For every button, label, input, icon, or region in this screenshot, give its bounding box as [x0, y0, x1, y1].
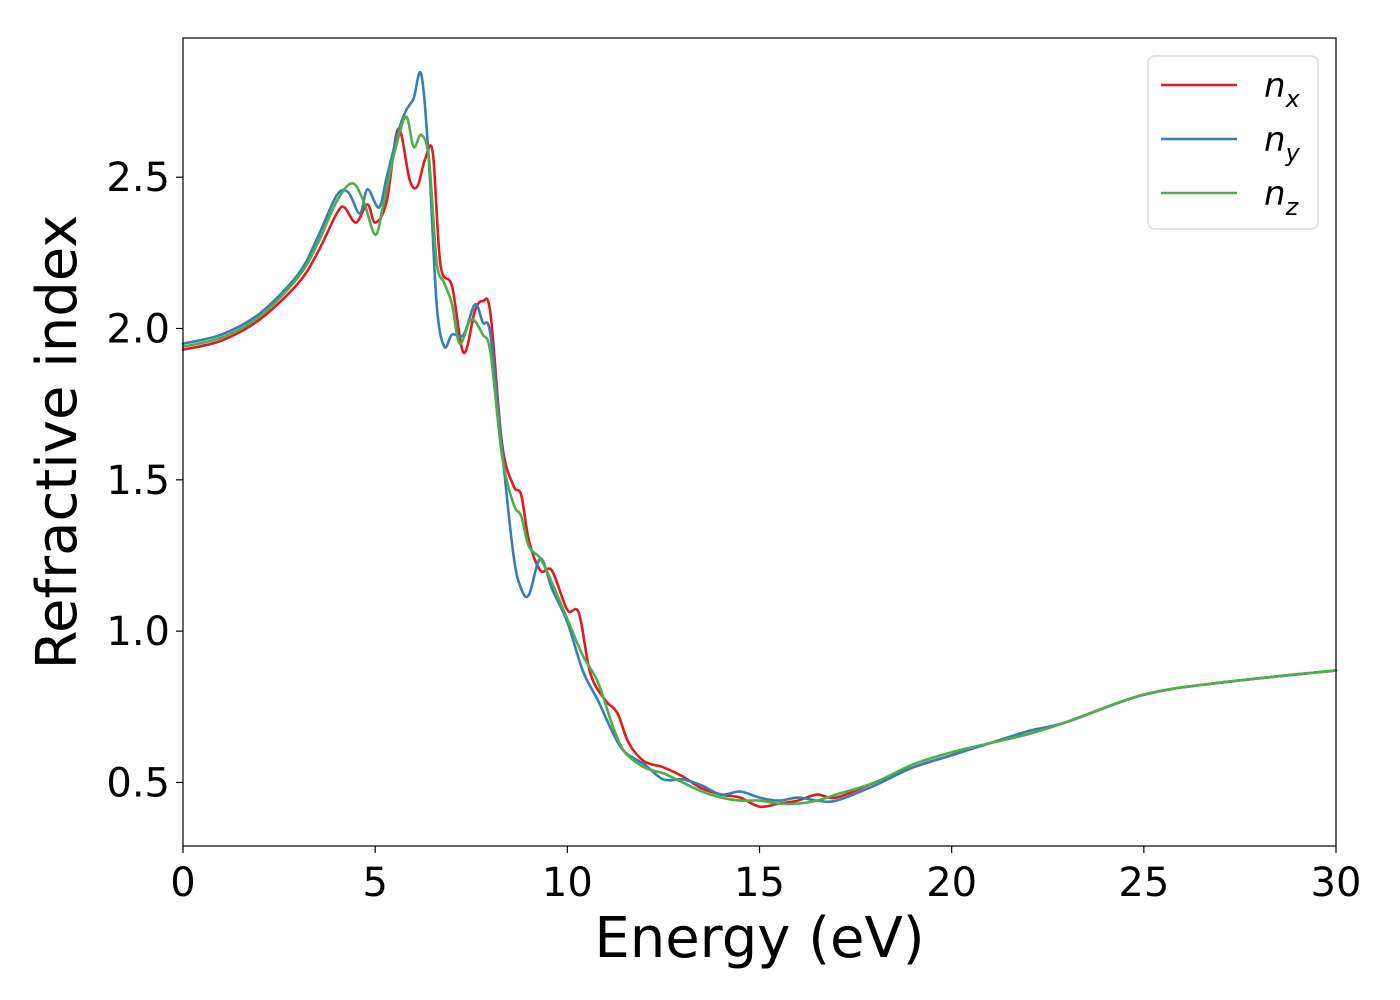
- y-tick-label: 0.5: [106, 760, 170, 806]
- y-axis: 0.5 1.0 1.5 2.0 2.5: [106, 155, 183, 806]
- legend-box: [1147, 55, 1319, 230]
- x-tick-label: 0: [170, 860, 195, 906]
- x-tick-label: 15: [734, 860, 785, 906]
- x-tick-label: 25: [1118, 860, 1169, 906]
- x-tick-label: 10: [542, 860, 593, 906]
- legend-label-n-z: nz: [1264, 174, 1300, 221]
- legend-label-base: n: [1264, 174, 1286, 214]
- y-tick-label: 1.0: [106, 609, 170, 655]
- series-line-n-x: [181, 127, 1338, 809]
- x-axis-title: Energy (eV): [594, 906, 924, 971]
- series-layer: [181, 70, 1338, 809]
- x-tick-label: 20: [926, 860, 977, 906]
- plot-area: [183, 38, 1336, 846]
- x-tick-label: 30: [1311, 860, 1362, 906]
- legend-label-subscript: y: [1285, 139, 1301, 167]
- x-tick-label: 5: [362, 860, 387, 906]
- plot-frame: [182, 37, 1337, 847]
- y-tick-label: 1.5: [106, 458, 170, 504]
- series-line-n-y: [181, 70, 1338, 804]
- series-line-n-z: [181, 115, 1338, 806]
- y-tick-label: 2.0: [106, 307, 170, 353]
- x-axis: 0 5 10 15 20 25 30: [170, 846, 1361, 906]
- y-axis-title: Refractive index: [25, 215, 90, 670]
- y-tick-label: 2.5: [106, 155, 170, 201]
- legend-label-subscript: z: [1285, 193, 1300, 221]
- legend-label-base: n: [1264, 120, 1286, 160]
- legend-label-n-x: nx: [1264, 66, 1301, 113]
- legend-label-n-y: ny: [1264, 120, 1301, 167]
- legend-label-subscript: x: [1285, 85, 1301, 113]
- legend-label-base: n: [1264, 66, 1286, 106]
